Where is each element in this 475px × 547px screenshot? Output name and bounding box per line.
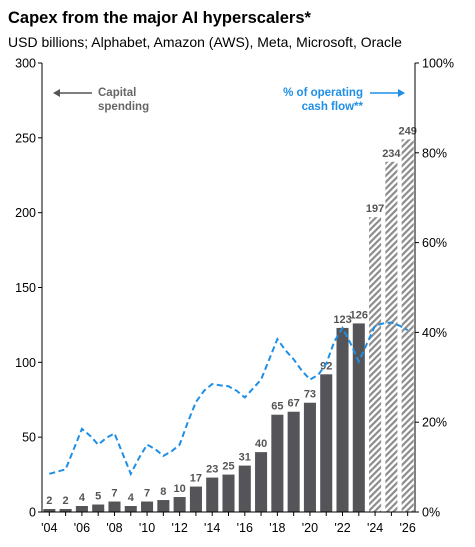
bar-2010 bbox=[141, 501, 154, 512]
bar-value-label-2005: 2 bbox=[63, 495, 69, 507]
bar-value-label-2016: 31 bbox=[239, 452, 251, 464]
bar-2013 bbox=[189, 486, 202, 512]
y-left-tick-label-300: 300 bbox=[15, 57, 36, 71]
y-right-tick-label-0: 0% bbox=[422, 506, 440, 520]
bar-2011 bbox=[157, 500, 170, 512]
bar-2026 bbox=[401, 139, 414, 512]
bar-2007 bbox=[92, 504, 105, 512]
arrow-left-icon bbox=[53, 89, 92, 97]
bar-value-label-2004: 2 bbox=[46, 495, 52, 507]
x-tick-label-2010: '10 bbox=[139, 521, 155, 535]
y-left-tick-label-0: 0 bbox=[29, 506, 36, 520]
x-tick-label-2008: '08 bbox=[106, 521, 122, 535]
bar-2018 bbox=[271, 414, 284, 512]
bar-value-label-2014: 23 bbox=[206, 464, 218, 476]
bar-value-label-2010: 7 bbox=[144, 488, 150, 500]
bar-2015 bbox=[222, 474, 235, 512]
bar-2022 bbox=[336, 327, 349, 512]
bar-2020 bbox=[303, 402, 316, 512]
bar-2025 bbox=[385, 161, 398, 512]
y-left-tick-label-150: 150 bbox=[15, 281, 36, 295]
bar-2005 bbox=[59, 509, 72, 512]
bar-value-label-2008: 7 bbox=[111, 488, 117, 500]
x-tick-label-2026: '26 bbox=[400, 521, 416, 535]
bar-value-label-2017: 40 bbox=[255, 438, 267, 450]
bar-2008 bbox=[108, 501, 121, 512]
bar-value-label-2019: 67 bbox=[288, 398, 300, 410]
x-tick-label-2012: '12 bbox=[171, 521, 187, 535]
bar-2021 bbox=[320, 374, 333, 512]
bar-value-label-2024: 197 bbox=[366, 203, 384, 215]
bar-value-label-2009: 4 bbox=[128, 492, 135, 504]
bar-value-label-2007: 5 bbox=[95, 491, 101, 503]
y-left-tick-label-200: 200 bbox=[15, 206, 36, 220]
bar-value-label-2023: 126 bbox=[350, 309, 368, 321]
bar-value-label-2006: 4 bbox=[79, 492, 86, 504]
x-tick-label-2022: '22 bbox=[334, 521, 350, 535]
bar-value-label-2022: 123 bbox=[333, 314, 351, 326]
capital-spending-label-1: Capital bbox=[98, 87, 136, 99]
bar-value-label-2011: 8 bbox=[160, 486, 166, 498]
y-left-tick-label-100: 100 bbox=[15, 356, 36, 370]
arrow-right-icon bbox=[370, 89, 405, 97]
chart-title: Capex from the major AI hyperscalers* bbox=[8, 9, 311, 27]
bar-value-label-2013: 17 bbox=[190, 473, 202, 485]
bar-2012 bbox=[173, 497, 186, 512]
chart-subtitle: USD billions; Alphabet, Amazon (AWS), Me… bbox=[8, 34, 402, 50]
cash-flow-label-2: cash flow** bbox=[302, 101, 364, 113]
cash-flow-label-1: % of operating bbox=[283, 87, 363, 99]
bar-2004 bbox=[43, 509, 56, 512]
y-right-tick-label-100: 100% bbox=[422, 57, 454, 71]
bar-value-label-2018: 65 bbox=[271, 401, 283, 413]
bar-value-label-2012: 10 bbox=[174, 483, 186, 495]
bar-2014 bbox=[206, 477, 219, 512]
x-tick-label-2024: '24 bbox=[367, 521, 383, 535]
bar-2024 bbox=[369, 217, 382, 512]
bar-value-label-2026: 249 bbox=[398, 125, 416, 137]
y-left-tick-label-50: 50 bbox=[22, 431, 36, 445]
bar-value-label-2021: 92 bbox=[320, 360, 332, 372]
x-tick-label-2014: '14 bbox=[204, 521, 220, 535]
x-tick-label-2006: '06 bbox=[74, 521, 90, 535]
y-right-tick-label-40: 40% bbox=[422, 326, 447, 340]
bar-value-label-2025: 234 bbox=[382, 148, 401, 160]
bar-2019 bbox=[287, 411, 300, 512]
y-right-tick-label-20: 20% bbox=[422, 416, 447, 430]
bar-value-label-2020: 73 bbox=[304, 389, 316, 401]
cash-flow-percent-line bbox=[49, 321, 409, 477]
x-tick-label-2020: '20 bbox=[302, 521, 318, 535]
x-tick-label-2018: '18 bbox=[269, 521, 285, 535]
x-tick-label-2016: '16 bbox=[237, 521, 253, 535]
bar-2009 bbox=[124, 506, 137, 512]
bar-2023 bbox=[352, 323, 365, 512]
y-right-tick-label-60: 60% bbox=[422, 236, 447, 250]
y-right-tick-label-80: 80% bbox=[422, 146, 447, 160]
bar-2017 bbox=[255, 452, 268, 512]
bar-2016 bbox=[238, 465, 251, 512]
capital-spending-label-2: spending bbox=[98, 101, 149, 113]
x-tick-label-2004: '04 bbox=[41, 521, 57, 535]
bar-2006 bbox=[75, 506, 88, 512]
bar-value-label-2015: 25 bbox=[222, 461, 234, 473]
y-left-tick-label-250: 250 bbox=[15, 131, 36, 145]
